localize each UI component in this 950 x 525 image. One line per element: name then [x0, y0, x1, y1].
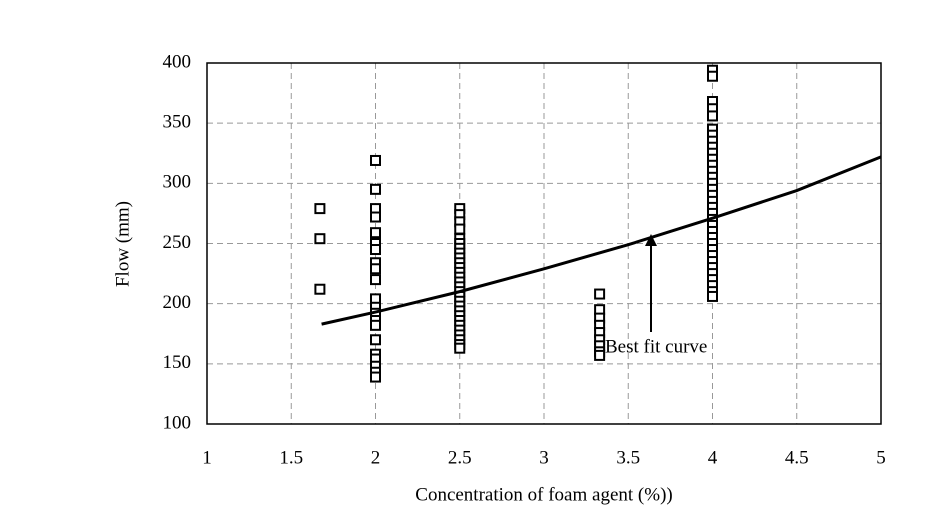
- y-tick-label: 150: [163, 352, 192, 373]
- scatter-point: [454, 342, 466, 354]
- scatter-point: [707, 110, 718, 122]
- x-tick-label: 2: [371, 447, 381, 468]
- scatter-point: [370, 263, 381, 275]
- scatter-point: [594, 349, 606, 361]
- y-tick-label: 350: [163, 112, 192, 133]
- x-tick-label: 5: [876, 447, 886, 468]
- scatter-point: [594, 288, 606, 300]
- x-tick-label: 2.5: [448, 447, 472, 468]
- x-tick-label: 1.5: [279, 447, 303, 468]
- scatter-point: [454, 223, 466, 235]
- scatter-point: [707, 290, 718, 302]
- scatter-point: [314, 203, 326, 215]
- scatter-point: [370, 183, 381, 195]
- scatter-point: [370, 211, 381, 223]
- scatter-point: [370, 274, 381, 286]
- annotation: Best fit curve: [605, 336, 707, 357]
- y-tick-label: 400: [163, 51, 192, 72]
- y-tick-label: 200: [163, 292, 192, 313]
- plot-frame: [206, 62, 882, 425]
- y-tick-label: 300: [163, 172, 192, 193]
- scatter-point: [370, 227, 381, 239]
- y-tick-label: 100: [163, 412, 192, 433]
- x-tick-label: 4.5: [785, 447, 809, 468]
- annotation-arrowhead: [645, 234, 657, 246]
- x-axis-label: Concentration of foam agent (%)): [415, 484, 672, 505]
- x-tick-label: 1: [202, 447, 212, 468]
- scatter-point: [370, 319, 381, 331]
- y-tick-label: 250: [163, 232, 192, 253]
- y-axis-label: Flow (mm): [112, 201, 133, 287]
- scatter-point: [707, 70, 718, 82]
- x-tick-label: 3: [539, 447, 549, 468]
- x-tick-label: 4: [708, 447, 718, 468]
- scatter-point: [314, 233, 326, 245]
- scatter-point: [370, 154, 381, 166]
- scatter-point: [370, 371, 381, 383]
- scatter-point: [314, 283, 326, 295]
- scatter-point: [370, 244, 381, 256]
- scatter-point: [370, 334, 381, 346]
- x-tick-label: 3.5: [616, 447, 640, 468]
- fit-curve: [321, 155, 882, 326]
